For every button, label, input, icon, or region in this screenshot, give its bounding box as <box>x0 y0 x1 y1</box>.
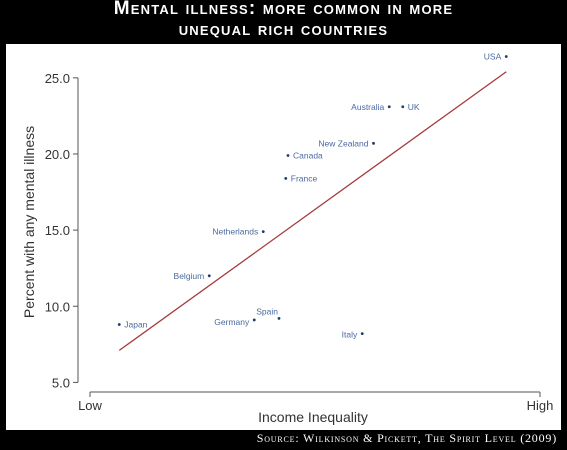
data-label: Belgium <box>174 271 205 281</box>
y-tick-label: 15.0 <box>45 223 70 238</box>
data-point <box>252 318 256 322</box>
fit-line <box>118 71 507 351</box>
data-label: Germany <box>214 317 250 327</box>
data-label: France <box>291 173 318 183</box>
x-axis-title: Income Inequality <box>258 409 368 425</box>
data-point <box>401 105 405 109</box>
data-label: New Zealand <box>318 138 368 148</box>
data-point <box>277 317 281 320</box>
data-point <box>360 332 364 336</box>
data-point <box>387 105 391 109</box>
data-label: Spain <box>256 306 278 316</box>
data-point <box>261 230 265 234</box>
data-points: Japan Germany Spain Italy Belgium Netherlands… <box>117 52 508 340</box>
chart-title-line-2: unequal rich countries <box>178 19 389 40</box>
x-tick-label: High <box>527 398 554 413</box>
data-label: UK <box>408 102 420 112</box>
x-tick-label: Low <box>78 398 102 413</box>
y-axis-title: Percent with any mental illness <box>21 126 37 318</box>
data-label: USA <box>484 52 502 62</box>
data-label: Canada <box>293 151 323 161</box>
data-point <box>207 274 211 278</box>
axis-labels: Income Inequality Percent with any mental… <box>21 126 368 425</box>
source-caption: Source: Wilkinson & Pickett, The Spirit … <box>256 431 557 445</box>
y-tick-label: 20.0 <box>45 147 70 162</box>
fit-line-group <box>118 71 507 351</box>
data-label: Italy <box>342 330 358 340</box>
data-point <box>117 323 121 326</box>
y-tick-label: 25.0 <box>45 71 70 86</box>
data-point <box>372 141 375 145</box>
y-tick-label: 5.0 <box>52 375 70 390</box>
data-label: Japan <box>124 320 147 330</box>
y-tick-label: 10.0 <box>45 299 70 314</box>
data-point <box>286 154 290 157</box>
data-label: Netherlands <box>212 227 258 237</box>
data-point <box>504 55 508 58</box>
plot-panel <box>6 44 561 430</box>
chart-title-line-1: Mental illness: more common in more <box>113 0 454 19</box>
data-label: Australia <box>351 102 384 112</box>
data-point <box>284 176 288 180</box>
axes: 5.0 10.0 15.0 20.0 25.0 Low High <box>45 71 554 413</box>
